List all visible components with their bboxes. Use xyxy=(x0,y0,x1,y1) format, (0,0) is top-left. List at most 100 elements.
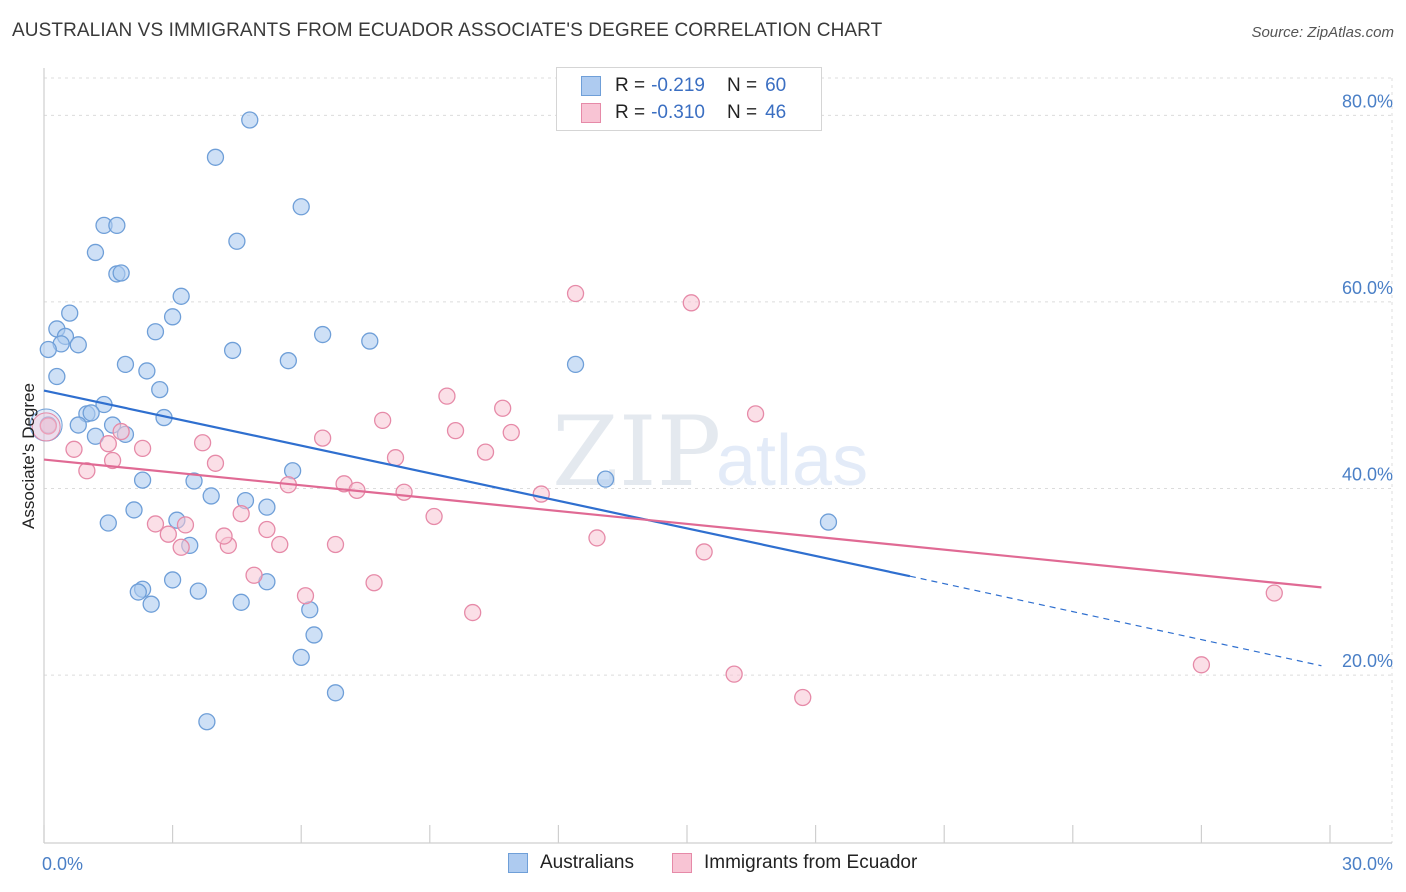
data-point-ecuador xyxy=(245,566,263,584)
data-point-ecuador xyxy=(476,443,495,461)
y-axis-label: Associate's Degree xyxy=(19,383,38,529)
data-point-australians xyxy=(566,355,585,374)
data-point-ecuador xyxy=(146,515,165,533)
data-point-ecuador xyxy=(438,387,456,405)
data-point-australians xyxy=(82,404,100,422)
data-point-australians xyxy=(142,595,160,613)
watermark-zip: ZIP xyxy=(552,396,721,508)
legend-n-value: 60 xyxy=(765,75,787,96)
data-point-australians xyxy=(163,571,182,589)
data-point-ecuador xyxy=(271,535,289,554)
data-point-australians xyxy=(279,352,297,370)
data-point-australians xyxy=(146,323,165,341)
data-point-ecuador xyxy=(176,516,195,534)
data-point-australians xyxy=(69,416,87,434)
data-point-ecuador xyxy=(326,535,345,554)
data-point-australians xyxy=(292,198,310,216)
data-point-australians xyxy=(258,498,276,516)
data-point-ecuador xyxy=(794,688,812,707)
legend-r-label: R = xyxy=(615,102,646,123)
data-point-australians xyxy=(48,367,66,386)
data-point-australians xyxy=(241,111,259,129)
data-point-ecuador xyxy=(425,507,443,526)
legend-r-value: -0.219 xyxy=(651,75,705,96)
data-point-ecuador xyxy=(1265,584,1283,602)
trend-line-australians-extension xyxy=(909,575,1322,667)
data-point-australians xyxy=(228,232,246,250)
bottom-legend-australians: Australians xyxy=(508,852,634,874)
data-point-ecuador xyxy=(232,505,250,523)
data-point-australians xyxy=(108,216,126,235)
data-point-ecuador xyxy=(566,284,585,303)
data-point-ecuador xyxy=(258,520,276,539)
x-tick-label-min: 0.0% xyxy=(42,854,83,874)
legend-swatch-pink xyxy=(581,103,601,123)
data-point-ecuador xyxy=(682,294,700,312)
x-tick-label-max: 30.0% xyxy=(1342,854,1393,874)
data-point-ecuador xyxy=(159,525,177,543)
bottom-legend-label: Australians xyxy=(540,852,634,873)
bottom-legend-ecuador: Immigrants from Ecuador xyxy=(672,852,917,874)
data-point-ecuador xyxy=(695,543,713,561)
tick-labels: 20.0% 40.0% 60.0% 80.0% 0.0% 30.0% xyxy=(42,91,1393,874)
data-point-australians xyxy=(112,264,130,282)
data-point-australians xyxy=(326,684,345,702)
data-point-ecuador xyxy=(446,421,465,440)
data-point-australians xyxy=(185,472,203,490)
data-point-australians xyxy=(133,471,152,489)
y-tick-label: 60.0% xyxy=(1342,278,1393,298)
legend-swatch-blue xyxy=(581,76,601,96)
data-point-ecuador xyxy=(464,603,482,622)
y-tick-label: 80.0% xyxy=(1342,91,1393,111)
data-point-australians xyxy=(39,340,57,359)
legend-row-australians: R = -0.219 N = 60 xyxy=(581,74,786,98)
y-tick-label: 20.0% xyxy=(1342,651,1393,671)
data-point-ecuador xyxy=(99,435,117,453)
data-point-australians xyxy=(61,304,79,322)
data-point-ecuador xyxy=(65,440,83,458)
data-point-ecuador xyxy=(588,529,606,547)
data-point-ecuador xyxy=(532,485,550,503)
data-point-ecuador xyxy=(313,429,332,447)
data-point-australians xyxy=(125,501,143,519)
data-point-australians xyxy=(163,308,182,326)
data-point-australians xyxy=(206,148,225,166)
data-point-australians xyxy=(151,380,169,399)
data-point-australians xyxy=(232,593,250,611)
data-point-australians xyxy=(86,243,105,262)
chart-title: AUSTRALIAN VS IMMIGRANTS FROM ECUADOR AS… xyxy=(12,20,883,41)
data-point-australians xyxy=(86,427,105,445)
data-point-australians xyxy=(202,487,220,505)
legend-n-label: N = xyxy=(726,102,758,123)
data-point-australians xyxy=(198,713,216,731)
legend-r-label: R = xyxy=(615,75,646,96)
trend-lines xyxy=(43,389,1322,667)
trend-line-australians xyxy=(43,389,911,578)
data-point-ecuador xyxy=(112,422,130,441)
data-point-ecuador xyxy=(1192,656,1211,674)
data-point-australians xyxy=(361,332,379,350)
data-point-ecuador xyxy=(365,574,383,592)
data-point-ecuador xyxy=(103,451,122,470)
series-ecuador xyxy=(31,284,1283,707)
legend-n-value: 46 xyxy=(765,102,787,123)
series-australians xyxy=(29,111,838,731)
data-point-ecuador xyxy=(296,587,315,605)
y-tick-label: 40.0% xyxy=(1342,464,1393,484)
legend-n-label: N = xyxy=(726,75,758,96)
data-point-australians xyxy=(69,336,87,354)
data-point-ecuador xyxy=(502,423,520,442)
data-point-ecuador xyxy=(193,434,212,452)
data-point-ecuador xyxy=(373,411,392,430)
data-point-australians xyxy=(138,362,156,380)
data-point-australians xyxy=(313,325,332,344)
data-point-australians xyxy=(819,513,838,531)
data-point-ecuador xyxy=(215,527,233,545)
axes xyxy=(43,68,1392,844)
data-point-australians xyxy=(129,583,147,601)
watermark: ZIP atlas xyxy=(552,396,868,508)
data-point-cluster-ecuador xyxy=(31,412,61,442)
data-point-ecuador xyxy=(746,405,765,423)
data-point-australians xyxy=(292,648,310,666)
